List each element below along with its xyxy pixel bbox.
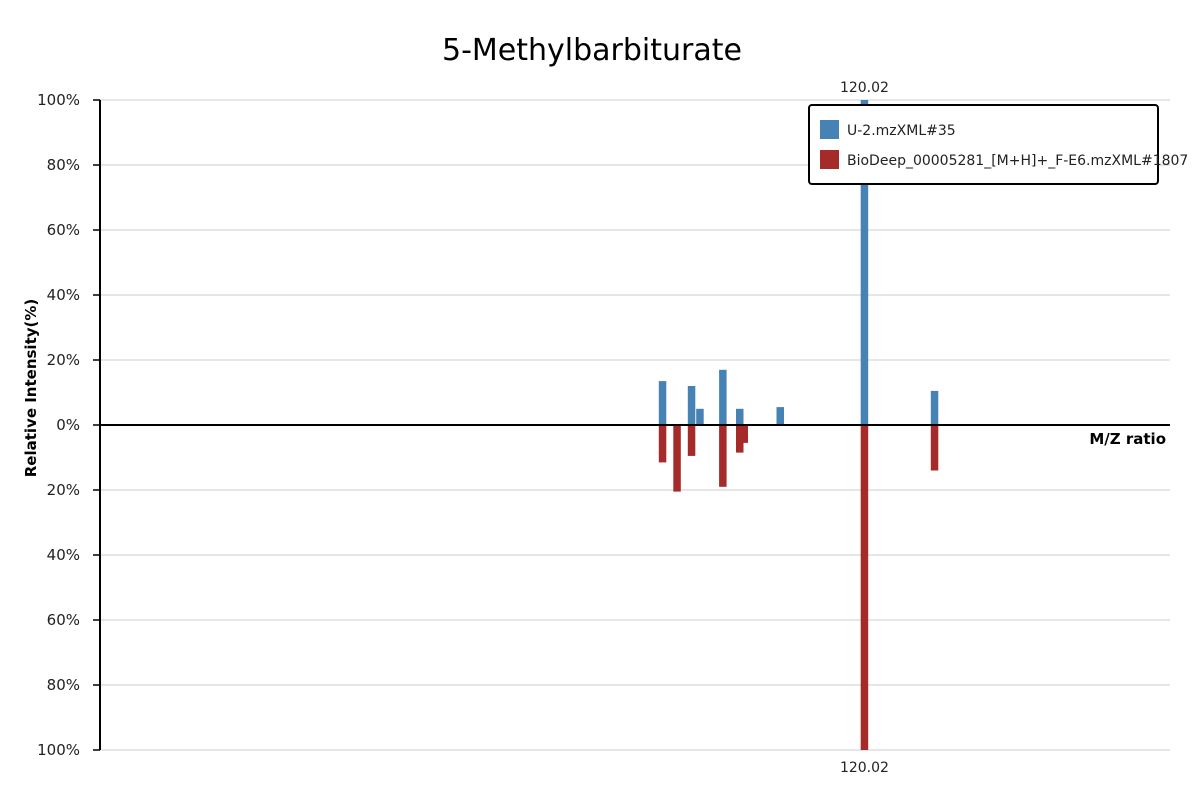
peak-label-top: 120.02 (840, 80, 889, 96)
bar-series-1 (930, 390, 939, 425)
bar-series-1 (736, 408, 744, 426)
legend-box (808, 104, 1159, 185)
y-tick-label: 80% (47, 676, 80, 694)
bar-series-2 (687, 425, 696, 456)
bars (658, 100, 939, 750)
y-tick-label: 60% (47, 221, 80, 239)
axes (99, 100, 1170, 750)
bar-series-1 (687, 386, 696, 425)
bar-series-2 (658, 425, 667, 463)
bar-series-1 (658, 381, 667, 425)
y-axis-title: Relative Intensity(%) (22, 299, 40, 478)
bar-series-2 (860, 425, 869, 750)
bar-series-2 (740, 425, 748, 443)
legend-label-series-2: BioDeep_00005281_[M+H]+_F-E6.mzXML#1807 (847, 153, 1188, 169)
peak-labels: 120.02 120.02 (840, 80, 889, 776)
x-axis-title: M/Z ratio (1089, 430, 1166, 448)
bar-series-1 (776, 407, 784, 425)
y-tick-label: 100% (37, 741, 80, 759)
y-tick-label: 40% (47, 546, 80, 564)
y-tick-label: 40% (47, 286, 80, 304)
y-ticks: 100% 80% 60% 40% 20% 0% 20% 40% 60% 80% 100% (37, 91, 100, 759)
bar-series-2 (719, 425, 727, 487)
bar-series-1 (719, 369, 727, 426)
peak-label-bottom: 120.02 (840, 760, 889, 776)
y-tick-label: 100% (37, 91, 80, 109)
legend-label-series-1: U-2.mzXML#35 (847, 123, 956, 139)
legend: U-2.mzXML#35 BioDeep_00005281_[M+H]+_F-E… (808, 104, 1188, 185)
legend-swatch-series-2 (820, 150, 839, 169)
bar-series-2 (673, 425, 681, 492)
y-tick-label: 80% (47, 156, 80, 174)
bar-series-2 (930, 425, 939, 471)
y-tick-label: 20% (47, 481, 80, 499)
y-tick-label: 0% (56, 416, 80, 434)
bar-series-1 (696, 408, 704, 426)
bar-series-2 (736, 425, 744, 453)
chart-title: 5-Methylbarbiturate (442, 33, 742, 68)
y-tick-label: 60% (47, 611, 80, 629)
bar-series-1 (860, 100, 869, 425)
legend-swatch-series-1 (820, 120, 839, 139)
y-tick-label: 20% (47, 351, 80, 369)
